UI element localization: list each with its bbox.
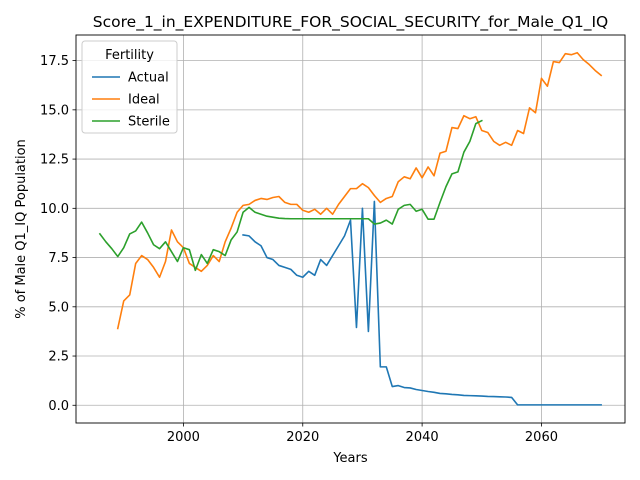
x-tick-label: 2020	[286, 430, 319, 445]
x-axis-title: Years	[332, 451, 368, 466]
y-tick-label: 5.0	[48, 300, 69, 315]
legend-entries: Actual Ideal Sterile	[92, 71, 170, 130]
y-tick-label: 15.0	[40, 103, 69, 118]
y-tick-label: 12.5	[40, 153, 69, 168]
y-tick-label: 2.5	[48, 350, 69, 365]
plot-area-frame	[75, 34, 626, 424]
y-tick-label: 10.0	[40, 202, 69, 217]
x-tick-label: 2060	[525, 430, 558, 445]
y-tick-label: 17.5	[40, 54, 69, 69]
x-tick-label: 2000	[167, 430, 200, 445]
legend: Fertility Actual Ideal Sterile	[81, 40, 178, 134]
legend-box	[81, 40, 178, 134]
x-tick-label: 2040	[406, 430, 439, 445]
legend-label-ideal: Ideal	[128, 93, 160, 108]
series-line-sterile	[98, 119, 483, 272]
series-lines	[98, 51, 603, 406]
legend-label-actual: Actual	[128, 71, 169, 86]
axis-ticks: 2000 2020 2040 2060 0.0 2.5 5.0 7.5 10.0 12.5 15.0…	[40, 54, 558, 445]
chart-title: Score_1_in_EXPENDITURE_FOR_SOCIAL_SECURI…	[93, 13, 608, 32]
series-line-ideal	[116, 51, 603, 330]
y-tick-label: 7.5	[48, 251, 69, 266]
y-tick-label: 0.0	[48, 399, 69, 414]
legend-label-sterile: Sterile	[128, 115, 170, 130]
series-line-actual	[242, 200, 602, 406]
legend-title: Fertility	[105, 48, 154, 63]
y-axis-title: % of Male Q1_IQ Population	[14, 139, 29, 319]
